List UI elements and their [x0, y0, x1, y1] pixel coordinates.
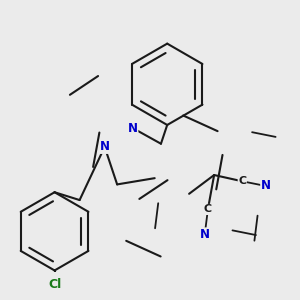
- Text: C: C: [238, 176, 246, 186]
- Text: N: N: [100, 140, 110, 153]
- Text: C: C: [204, 204, 212, 214]
- Text: N: N: [261, 179, 271, 193]
- Text: N: N: [200, 228, 210, 241]
- Text: Cl: Cl: [48, 278, 61, 291]
- Text: N: N: [128, 122, 138, 135]
